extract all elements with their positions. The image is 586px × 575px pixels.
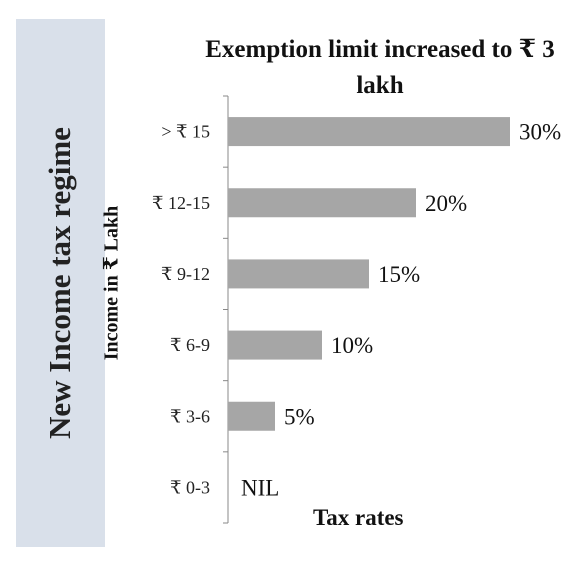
y-tick-label: ₹ 6-9 [170,335,210,355]
data-label: 15% [378,262,420,287]
data-label: 5% [284,404,315,429]
y-tick-label: ₹ 12-15 [152,193,210,213]
bar [228,401,275,431]
bar [228,330,322,360]
bar [228,117,510,147]
y-tick-label: > ₹ 15 [161,122,210,142]
data-label: 10% [331,333,373,358]
x-axis-label: Tax rates [313,505,404,530]
chart-title: Exemption limit increased to ₹ 3 lakh [205,36,555,99]
bar [228,259,369,289]
data-label: 30% [519,120,561,145]
bar [228,188,416,218]
data-label: 20% [425,191,467,216]
data-label: NIL [241,475,279,500]
y-tick-label: ₹ 3-6 [170,406,210,426]
y-tick-label: ₹ 9-12 [161,264,210,284]
y-tick-label: ₹ 0-3 [170,477,210,497]
side-panel [16,19,105,547]
